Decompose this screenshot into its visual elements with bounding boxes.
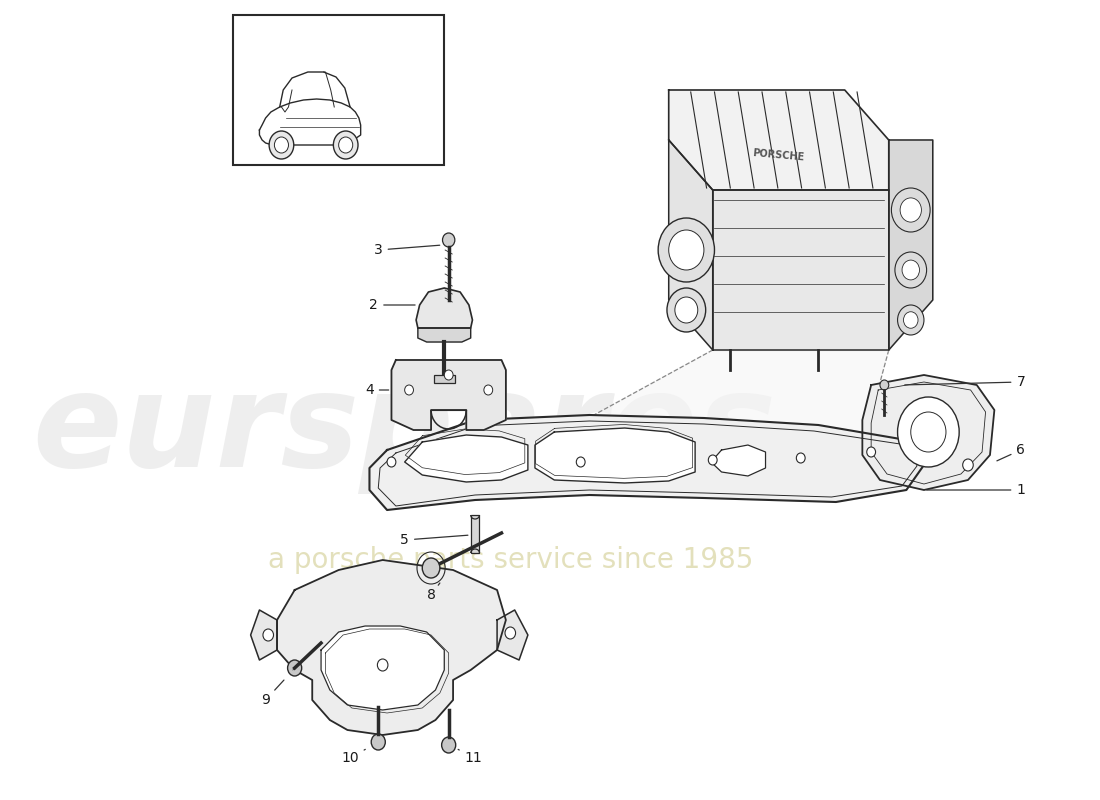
Text: 3: 3: [374, 243, 440, 257]
Bar: [433, 375, 454, 383]
Polygon shape: [711, 445, 766, 476]
Circle shape: [796, 453, 805, 463]
Circle shape: [867, 447, 876, 457]
Polygon shape: [418, 328, 471, 342]
Circle shape: [911, 412, 946, 452]
Text: 8: 8: [427, 583, 440, 602]
Circle shape: [576, 457, 585, 467]
Circle shape: [667, 288, 706, 332]
Circle shape: [442, 233, 454, 247]
Text: 2: 2: [370, 298, 415, 312]
Circle shape: [263, 629, 274, 641]
Polygon shape: [713, 190, 889, 350]
Circle shape: [484, 385, 493, 395]
Text: 6: 6: [997, 443, 1025, 461]
Circle shape: [377, 659, 388, 671]
Text: 11: 11: [458, 750, 482, 765]
Polygon shape: [475, 350, 889, 480]
Text: PORSCHE: PORSCHE: [752, 148, 805, 162]
Text: 5: 5: [400, 533, 468, 547]
Polygon shape: [321, 626, 444, 710]
Circle shape: [658, 218, 715, 282]
Text: eurspares: eurspares: [33, 366, 777, 494]
Text: 9: 9: [261, 680, 284, 707]
Polygon shape: [535, 428, 695, 483]
Polygon shape: [277, 560, 506, 735]
Circle shape: [895, 252, 926, 288]
Circle shape: [441, 737, 455, 753]
Circle shape: [669, 230, 704, 270]
Text: 4: 4: [365, 383, 388, 397]
Circle shape: [962, 459, 974, 471]
Polygon shape: [416, 288, 472, 328]
Circle shape: [898, 305, 924, 335]
Circle shape: [405, 385, 414, 395]
Polygon shape: [405, 435, 528, 482]
Circle shape: [274, 137, 288, 153]
Bar: [471, 515, 480, 553]
Circle shape: [387, 457, 396, 467]
Circle shape: [900, 198, 922, 222]
Polygon shape: [370, 415, 924, 510]
Polygon shape: [889, 140, 933, 350]
Polygon shape: [669, 90, 889, 190]
Circle shape: [270, 131, 294, 159]
Bar: [233, 15, 444, 165]
Circle shape: [371, 734, 385, 750]
Circle shape: [903, 312, 918, 328]
Polygon shape: [251, 610, 277, 660]
Circle shape: [891, 188, 931, 232]
Text: 10: 10: [341, 750, 365, 765]
Circle shape: [708, 455, 717, 465]
Polygon shape: [862, 375, 994, 490]
Circle shape: [333, 131, 358, 159]
Circle shape: [287, 660, 301, 676]
Circle shape: [880, 380, 889, 390]
Text: 7: 7: [904, 375, 1025, 389]
Text: 1: 1: [926, 483, 1025, 497]
Polygon shape: [497, 610, 528, 660]
Polygon shape: [392, 360, 506, 430]
Circle shape: [902, 260, 920, 280]
Circle shape: [675, 297, 697, 323]
Text: a porsche parts service since 1985: a porsche parts service since 1985: [267, 546, 754, 574]
Circle shape: [505, 627, 516, 639]
Circle shape: [422, 558, 440, 578]
Circle shape: [444, 370, 453, 380]
Circle shape: [339, 137, 353, 153]
Circle shape: [898, 397, 959, 467]
Polygon shape: [669, 140, 713, 350]
